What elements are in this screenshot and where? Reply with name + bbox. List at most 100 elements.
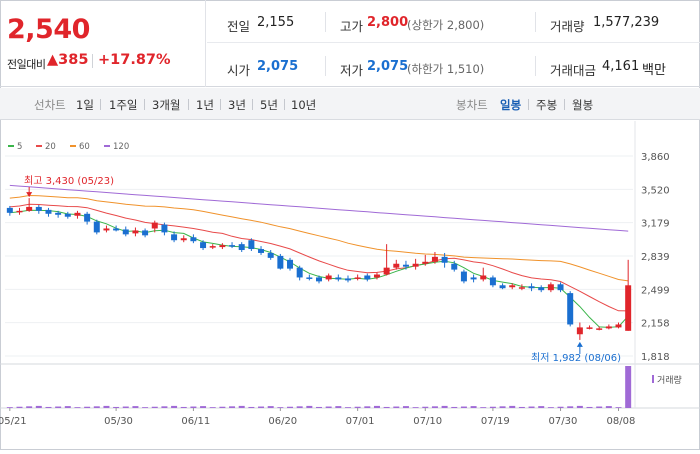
candle-body xyxy=(142,230,149,236)
candle-body xyxy=(576,327,583,335)
divider xyxy=(284,99,285,110)
volume-bar xyxy=(615,407,622,408)
volume-bar xyxy=(267,406,274,408)
candle-body xyxy=(441,256,448,263)
candle-body xyxy=(489,277,496,286)
volume-bar xyxy=(605,406,612,408)
volume-bar xyxy=(161,406,168,408)
candle-body xyxy=(557,284,564,291)
x-axis: 05/21 05/30 06/11 06/20 07/01 07/10 07/19 07/30… xyxy=(0,408,635,427)
period-1d[interactable]: 1일 xyxy=(76,98,94,112)
volume-bar xyxy=(200,406,207,408)
low-arrow-head xyxy=(576,341,583,347)
y-tick-label: 3,860 xyxy=(641,152,670,163)
candle-body xyxy=(35,206,42,211)
chart-toolbar: 선차트 1일 1주일 3개월 1년 3년 5년 10년 봉차트 일봉 주봉 월봉 xyxy=(0,88,700,120)
volume-bar xyxy=(55,406,62,408)
divider xyxy=(92,54,93,68)
period-1w[interactable]: 1주일 xyxy=(109,98,138,112)
ma5-line xyxy=(9,209,629,328)
volume-bar xyxy=(142,407,149,408)
y-axis: 3,860 3,520 3,179 2,839 2,499 2,158 1,818 xyxy=(641,152,670,363)
candle-body xyxy=(567,293,574,325)
divider xyxy=(528,99,529,110)
volume-bar xyxy=(325,406,332,408)
candle-body xyxy=(460,271,467,282)
volume-bar xyxy=(277,407,284,408)
x-tick-label: 06/20 xyxy=(268,416,297,427)
change-percent: +17.87% xyxy=(98,52,171,68)
volume-bar xyxy=(287,406,294,408)
volume-bar xyxy=(441,405,448,408)
volume-bar xyxy=(229,406,236,408)
chart-grid xyxy=(0,121,700,409)
volume-bar xyxy=(209,407,216,408)
candlestick-chart[interactable]: 5 20 60 120 최고 3,430 (05/23) 최저 1,982 (08/06… xyxy=(0,121,700,450)
open-price: 시가 2,075 xyxy=(227,59,299,78)
candle-body xyxy=(151,222,158,229)
volume-bar xyxy=(354,406,361,408)
volume-bar xyxy=(26,406,33,408)
period-3m[interactable]: 3개월 xyxy=(152,98,181,112)
volume-bar xyxy=(470,406,477,408)
stats-row-1: 전일 2,155 고가 2,800 (상한가 2,800) 거래량 1,577,… xyxy=(207,0,700,43)
candle-body xyxy=(26,206,33,211)
volume-bar xyxy=(509,405,516,408)
volume-bar xyxy=(122,406,129,408)
candle-body xyxy=(325,275,332,280)
volume-bar xyxy=(576,405,583,408)
volume-bar xyxy=(422,406,429,408)
period-10y[interactable]: 10년 xyxy=(291,98,317,112)
candle-monthly[interactable]: 월봉 xyxy=(572,98,594,112)
candle-body xyxy=(306,277,313,279)
candle-body xyxy=(6,207,13,213)
divider xyxy=(564,99,565,110)
prev-close: 전일 2,155 xyxy=(227,15,295,34)
candle-body xyxy=(509,285,516,288)
chart-svg: 5 20 60 120 최고 3,430 (05/23) 최저 1,982 (08/06… xyxy=(0,121,700,427)
volume: 거래량 1,577,239 xyxy=(550,15,660,34)
candle-body xyxy=(316,277,322,282)
quote-header: 2,540 전일대비 ▲385 +17.87% 전일 2,155 고가 2,80… xyxy=(0,0,700,87)
stats-row-2: 시가 2,075 저가 2,075 (하한가 1,510) 거래대금 4,161… xyxy=(207,44,700,87)
divider xyxy=(325,12,326,32)
volume-legend-swatch xyxy=(652,375,654,383)
divider xyxy=(535,12,536,32)
divider xyxy=(220,99,221,110)
legend-label-20: 20 xyxy=(45,142,56,152)
volume-bar xyxy=(547,407,554,408)
annotations: 최고 3,430 (05/23) 최저 1,982 (08/06) xyxy=(24,175,621,364)
legend-swatch-20 xyxy=(36,145,42,147)
period-5y[interactable]: 5년 xyxy=(260,98,278,112)
candle-body xyxy=(238,244,245,251)
volume-bar xyxy=(296,406,303,408)
candle-body xyxy=(180,238,187,241)
volume-bar xyxy=(625,366,632,408)
ma20-line xyxy=(9,203,629,312)
ma60-line xyxy=(9,194,629,282)
candle-body xyxy=(209,246,216,248)
candle-body xyxy=(55,212,62,215)
volume-bar xyxy=(84,406,91,408)
period-3y[interactable]: 3년 xyxy=(228,98,246,112)
volume-bar xyxy=(451,406,458,408)
period-1y[interactable]: 1년 xyxy=(196,98,214,112)
candle-body xyxy=(412,263,419,267)
candle-weekly[interactable]: 주봉 xyxy=(536,98,558,112)
divider xyxy=(144,99,145,110)
x-tick-label: 07/01 xyxy=(346,416,375,427)
volume-bar xyxy=(45,406,52,408)
volume-bar xyxy=(306,405,313,408)
candle-body xyxy=(596,328,603,330)
candle-body xyxy=(200,242,207,249)
volume-bar xyxy=(151,406,158,408)
candle-body xyxy=(93,221,100,233)
candle-chart-label: 봉차트 xyxy=(456,98,488,112)
candle-body xyxy=(287,259,294,269)
volume-bar xyxy=(335,406,342,408)
volume-bar xyxy=(538,406,545,408)
candle-body xyxy=(16,210,23,213)
candle-daily[interactable]: 일봉 xyxy=(500,98,522,112)
divider xyxy=(252,99,253,110)
y-tick-label: 2,839 xyxy=(641,252,670,263)
